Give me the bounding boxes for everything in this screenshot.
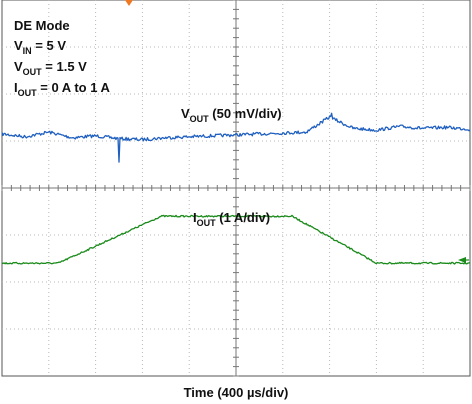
scope-traces [1,112,471,265]
iout-channel-label: IOUT (1 A/div) [193,210,270,228]
condition-line-iout: IOUT = 0 A to 1 A [14,80,111,98]
scope-grid [1,0,471,377]
vout-channel-label: VOUT (50 mV/div) [181,106,282,124]
trigger-marker-icon [125,0,133,6]
x-axis-label: Time (400 µs/div) [184,385,289,400]
condition-line-vout: VOUT = 1.5 V [14,59,87,77]
iout-trace [1,214,471,265]
vout-trace [1,112,471,163]
condition-line-mode: DE Mode [14,18,70,33]
condition-line-vin: VIN = 5 V [14,38,66,56]
